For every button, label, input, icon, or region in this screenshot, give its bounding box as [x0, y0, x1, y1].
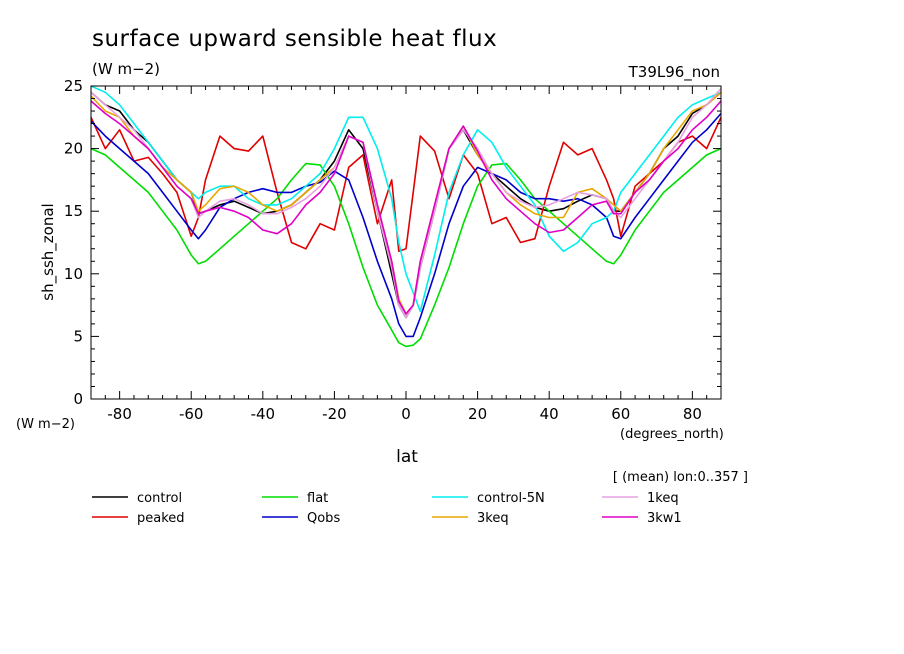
axes-layer: -80 -60 -40 -20 0 20 40 60 80 0 5 10 15 20 25: [64, 77, 722, 423]
y-tick-label: 20: [64, 140, 83, 158]
experiment-label: T39L96_non: [628, 63, 720, 82]
series-layer: [90, 85, 722, 348]
legend-label-peaked: peaked: [137, 511, 185, 526]
legend-label-3kw1: 3kw1: [647, 511, 682, 526]
legend-label-flat: flat: [307, 491, 328, 506]
y-tick-label: 5: [73, 327, 83, 345]
legend-label-Qobs: Qobs: [307, 511, 340, 526]
x-tick-label: 60: [611, 405, 630, 423]
x-tick-label: 40: [540, 405, 559, 423]
chart-title: surface upward sensible heat flux: [92, 26, 497, 52]
x-tick-label: -80: [107, 405, 132, 423]
legend-label-control-5N: control-5N: [477, 491, 545, 506]
x-tick-label: -60: [179, 405, 204, 423]
x-axis-label: lat: [396, 447, 418, 467]
y-tick-label: 0: [73, 390, 83, 408]
chart-subtitle-units: (W m−2): [92, 60, 160, 78]
legend-label-3keq: 3keq: [477, 511, 509, 526]
series-line-Qobs: [90, 112, 722, 338]
y-tick-label: 10: [64, 265, 83, 283]
y-units-label: (W m−2): [16, 417, 75, 432]
y-axis-label: sh_ssh_zonal: [39, 203, 58, 300]
legend: control peaked flat Qobs control-5N 3keq 1keq 3…: [92, 491, 682, 526]
series-line-1keq: [90, 87, 722, 319]
legend-label-1keq: 1keq: [647, 491, 679, 506]
x-tick-label: -40: [251, 405, 276, 423]
series-line-control-5N: [90, 85, 722, 313]
x-tick-label: 80: [683, 405, 702, 423]
x-tick-label: 20: [468, 405, 487, 423]
x-tick-label: -20: [322, 405, 347, 423]
series-line-3kw1: [90, 100, 722, 315]
x-tick-label: 0: [401, 405, 411, 423]
x-units-label: (degrees_north): [620, 427, 724, 442]
y-tick-label: 15: [64, 202, 83, 220]
legend-label-control: control: [137, 491, 182, 506]
series-line-flat: [90, 147, 722, 348]
y-tick-label: 25: [64, 77, 83, 95]
series-line-3keq: [90, 91, 722, 315]
averaging-note: [ (mean) lon:0..357 ]: [613, 470, 748, 485]
